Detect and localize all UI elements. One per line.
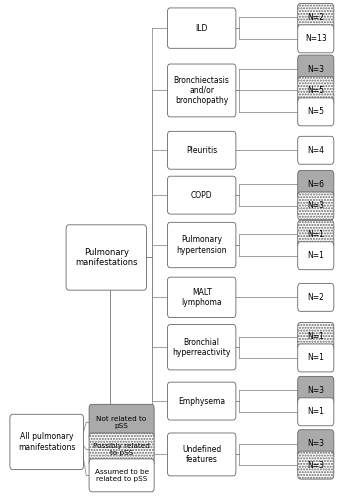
FancyBboxPatch shape (168, 433, 236, 476)
FancyBboxPatch shape (298, 76, 334, 104)
Text: N=1: N=1 (307, 354, 324, 362)
FancyBboxPatch shape (298, 220, 334, 248)
Text: Bronchiectasis
and/or
bronchopathy: Bronchiectasis and/or bronchopathy (174, 76, 229, 106)
Text: N=4: N=4 (307, 146, 324, 155)
FancyBboxPatch shape (89, 459, 154, 492)
FancyBboxPatch shape (298, 322, 334, 350)
FancyBboxPatch shape (298, 170, 334, 198)
Text: N=1: N=1 (307, 408, 324, 416)
FancyBboxPatch shape (298, 55, 334, 83)
FancyBboxPatch shape (298, 192, 334, 220)
Text: Pulmonary
hypertension: Pulmonary hypertension (176, 236, 227, 255)
FancyBboxPatch shape (298, 451, 334, 479)
Text: Not related to
pSS: Not related to pSS (96, 416, 147, 428)
Text: COPD: COPD (191, 190, 212, 200)
Text: N=3: N=3 (307, 386, 324, 395)
FancyBboxPatch shape (168, 64, 236, 117)
Text: Bronchial
hyperreactivity: Bronchial hyperreactivity (172, 338, 231, 357)
Text: Pulmonary
manifestations: Pulmonary manifestations (75, 248, 137, 267)
Text: Possibly related
to pSS: Possibly related to pSS (93, 443, 150, 456)
FancyBboxPatch shape (168, 382, 236, 420)
Text: N=3: N=3 (307, 64, 324, 74)
FancyBboxPatch shape (168, 277, 236, 318)
FancyBboxPatch shape (298, 136, 334, 164)
Text: N=5: N=5 (307, 108, 324, 116)
FancyBboxPatch shape (298, 25, 334, 53)
Text: N=3: N=3 (307, 202, 324, 210)
Text: N=13: N=13 (305, 34, 327, 43)
FancyBboxPatch shape (168, 324, 236, 370)
Text: N=1: N=1 (307, 251, 324, 260)
Text: N=6: N=6 (307, 180, 324, 189)
Text: N=3: N=3 (307, 439, 324, 448)
FancyBboxPatch shape (298, 430, 334, 458)
FancyBboxPatch shape (298, 98, 334, 126)
Text: N=3: N=3 (307, 460, 324, 469)
FancyBboxPatch shape (298, 344, 334, 372)
FancyBboxPatch shape (168, 176, 236, 214)
Text: N=1: N=1 (307, 230, 324, 239)
FancyBboxPatch shape (168, 132, 236, 169)
FancyBboxPatch shape (298, 242, 334, 270)
FancyBboxPatch shape (298, 376, 334, 404)
Text: N=5: N=5 (307, 86, 324, 95)
Text: MALT
lymphoma: MALT lymphoma (181, 288, 222, 307)
FancyBboxPatch shape (10, 414, 83, 470)
Text: Undefined
features: Undefined features (182, 444, 221, 464)
Text: N=1: N=1 (307, 332, 324, 341)
Text: Emphysema: Emphysema (178, 396, 225, 406)
FancyBboxPatch shape (89, 433, 154, 466)
FancyBboxPatch shape (298, 4, 334, 32)
Text: N=2: N=2 (307, 293, 324, 302)
Text: ILD: ILD (196, 24, 208, 32)
FancyBboxPatch shape (168, 222, 236, 268)
FancyBboxPatch shape (298, 398, 334, 426)
FancyBboxPatch shape (66, 225, 146, 290)
Text: Pleuritis: Pleuritis (186, 146, 217, 155)
Text: Assumed to be
related to pSS: Assumed to be related to pSS (94, 469, 149, 482)
FancyBboxPatch shape (89, 404, 154, 440)
FancyBboxPatch shape (168, 8, 236, 48)
Text: All pulmonary
manifestations: All pulmonary manifestations (18, 432, 75, 452)
FancyBboxPatch shape (298, 284, 334, 312)
Text: N=2: N=2 (307, 13, 324, 22)
